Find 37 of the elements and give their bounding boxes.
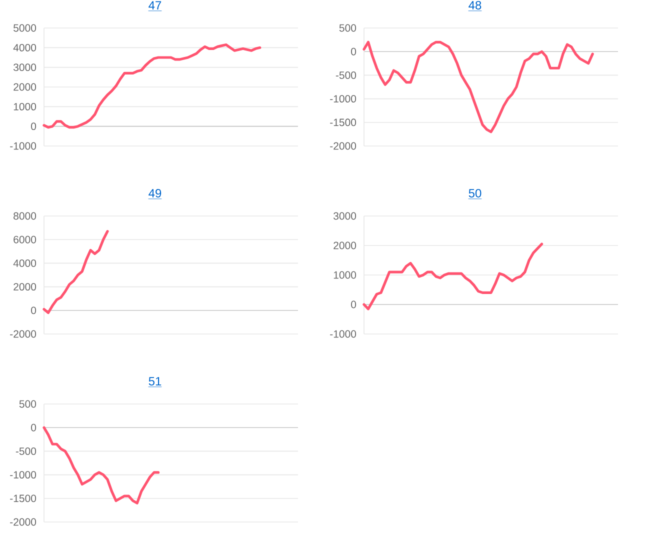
y-tick-label: 0 — [31, 306, 36, 314]
y-tick-label: 2000 — [14, 83, 36, 91]
y-tick-label: 4000 — [13, 44, 36, 52]
y-tick-label: 3000 — [334, 212, 356, 220]
y-tick-label: 5000 — [14, 24, 36, 32]
y-tick-label: 1000 — [14, 102, 36, 110]
y-tick-label: -1000 — [330, 330, 356, 338]
y-tick-label: -500 — [336, 71, 356, 79]
y-tick-label: 500 — [339, 24, 356, 32]
chart-title: 47 — [148, 1, 162, 10]
y-tick-label: 3000 — [14, 64, 36, 72]
y-tick-label: -1500 — [10, 494, 36, 502]
y-tick-label: -1000 — [10, 142, 36, 150]
chart-title: 48 — [468, 0, 482, 10]
y-tick-label: 6000 — [14, 236, 36, 244]
y-tick-label: -2000 — [10, 518, 36, 526]
y-tick-label: -1000 — [330, 95, 356, 103]
y-tick-label: 8000 — [14, 212, 36, 220]
y-tick-label: 1000 — [334, 271, 356, 279]
y-tick-label: 0 — [31, 122, 36, 130]
y-tick-label: 0 — [351, 300, 356, 308]
y-tick-label: 0 — [351, 48, 356, 56]
y-tick-label: 500 — [19, 400, 36, 408]
y-tick-label: -2000 — [10, 330, 36, 338]
line-series — [42, 230, 109, 314]
chart-title: 50 — [468, 188, 482, 198]
y-tick-label: -1500 — [330, 118, 356, 126]
y-tick-label: 2000 — [14, 283, 36, 291]
y-tick-label: -2000 — [330, 142, 356, 150]
line-series — [42, 426, 160, 504]
y-tick-label: -500 — [16, 447, 36, 455]
y-tick-label: -1000 — [10, 471, 36, 479]
y-tick-label: 2000 — [334, 242, 356, 250]
y-tick-label: 0 — [31, 424, 36, 432]
y-tick-label: 4000 — [13, 259, 36, 267]
chart-title: 49 — [148, 188, 162, 198]
chart-title: 51 — [148, 377, 162, 386]
